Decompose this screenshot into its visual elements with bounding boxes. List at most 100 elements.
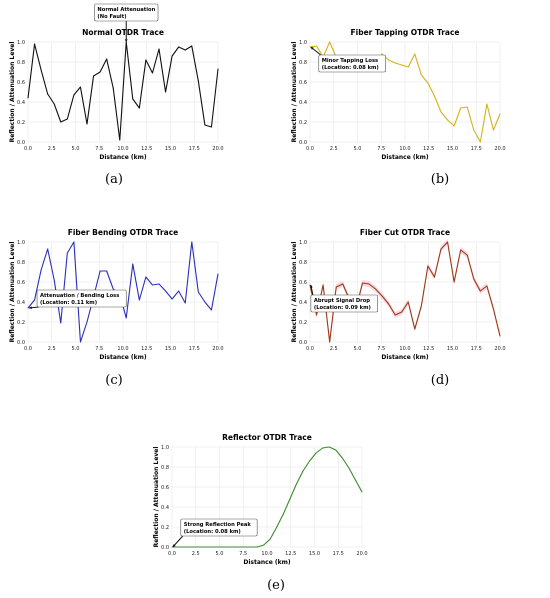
data-point xyxy=(329,41,331,43)
x-tick-label: 12.5 xyxy=(141,146,152,152)
data-point xyxy=(34,299,36,301)
data-point xyxy=(420,305,422,307)
data-point xyxy=(73,94,75,96)
x-tick-label: 17.5 xyxy=(471,346,482,352)
data-point xyxy=(152,284,153,286)
series-line xyxy=(27,41,219,141)
y-tick-label: 1.0 xyxy=(299,40,307,46)
data-point xyxy=(60,322,62,324)
data-point xyxy=(34,43,36,45)
data-point xyxy=(204,124,206,126)
annotation-text: Normal Attenuation xyxy=(97,7,155,13)
x-tick-label: 0.0 xyxy=(306,146,314,152)
data-point xyxy=(486,285,488,287)
x-axis-label: Distance (km) xyxy=(381,354,428,361)
data-point xyxy=(316,45,318,47)
data-point xyxy=(282,513,284,515)
data-point xyxy=(165,290,167,292)
y-tick-label: 0.0 xyxy=(17,340,25,346)
y-axis-label: Reflection / Attenuation Level xyxy=(153,447,160,548)
data-point xyxy=(66,118,68,120)
x-axis-label: Distance (km) xyxy=(381,154,428,161)
y-tick-label: 1.0 xyxy=(299,240,307,246)
annotation-text: (No Fault) xyxy=(97,14,126,20)
data-point xyxy=(375,288,376,290)
annotation-box xyxy=(310,294,378,313)
x-tick-label: 15.0 xyxy=(447,346,458,352)
x-tick-label: 12.5 xyxy=(423,346,434,352)
y-tick-label: 0.4 xyxy=(17,100,25,106)
annotation-arrowhead xyxy=(124,39,128,42)
data-point xyxy=(40,69,42,71)
data-point xyxy=(388,59,390,61)
data-point xyxy=(27,307,29,309)
data-point xyxy=(66,252,68,254)
data-point xyxy=(440,111,442,113)
data-point xyxy=(322,284,324,286)
data-point xyxy=(460,249,462,251)
data-point xyxy=(178,290,180,292)
data-point xyxy=(263,544,265,546)
annotation-arrowhead xyxy=(29,306,32,310)
data-point xyxy=(165,91,167,93)
annotation-arrowhead xyxy=(310,47,314,50)
data-point xyxy=(447,241,449,243)
data-point xyxy=(388,303,390,305)
data-point xyxy=(191,45,193,47)
annotation-text: (Location: 0.08 km) xyxy=(184,529,241,535)
annotation-text: (Location: 0.09 km) xyxy=(314,305,371,311)
data-point xyxy=(119,139,121,141)
data-point xyxy=(99,270,101,272)
series-line xyxy=(172,446,363,548)
y-axis-label: Reflection / Attenuation Level xyxy=(291,242,298,343)
y-tick-label: 1.0 xyxy=(17,40,25,46)
data-point xyxy=(53,279,55,281)
data-point xyxy=(47,93,49,95)
x-tick-label: 5.0 xyxy=(354,346,362,352)
annotation-text: Minor Tapping Loss xyxy=(322,58,378,64)
y-tick-label: 0.8 xyxy=(161,465,169,471)
chart-panel-a: Normal OTDR Trace 0.0 2.5 5.0 7.5 10.0 12.5 15.… xyxy=(8,0,263,170)
y-tick-label: 0.6 xyxy=(17,80,25,86)
y-tick-label: 0.8 xyxy=(299,60,307,66)
x-tick-label: 10.0 xyxy=(399,346,410,352)
data-point xyxy=(243,546,245,548)
data-point xyxy=(460,107,462,109)
x-tick-label: 2.5 xyxy=(48,346,56,352)
data-point xyxy=(414,53,416,55)
data-point xyxy=(302,470,304,472)
data-point xyxy=(27,97,29,99)
data-point xyxy=(60,121,62,123)
y-tick-label: 1.0 xyxy=(17,240,25,246)
y-tick-label: 0.0 xyxy=(299,340,307,346)
data-point xyxy=(335,286,337,288)
data-point xyxy=(447,119,449,121)
chart-panel-d: Fiber Cut OTDR Trace 0.0 2.5 5.0 7.5 10.0 12.5… xyxy=(290,200,545,370)
data-point xyxy=(184,302,186,304)
chart-fiber-cut: Fiber Cut OTDR Trace 0.0 2.5 5.0 7.5 10.0 12.5… xyxy=(291,228,506,361)
data-point xyxy=(479,290,481,292)
annotation-text: Strong Reflection Peak xyxy=(184,522,252,528)
chart-title: Reflector OTDR Trace xyxy=(222,433,312,442)
data-point xyxy=(106,270,108,272)
x-tick-label: 20.0 xyxy=(494,346,505,352)
y-tick-label: 0.8 xyxy=(17,260,25,266)
y-tick-label: 0.0 xyxy=(161,545,169,551)
data-point xyxy=(368,283,370,285)
data-point xyxy=(184,49,186,51)
data-point xyxy=(269,538,271,540)
x-tick-label: 7.5 xyxy=(95,346,103,352)
data-point xyxy=(230,546,232,548)
data-point xyxy=(354,479,356,481)
data-point xyxy=(309,460,311,462)
data-point xyxy=(466,254,468,256)
y-tick-label: 0.2 xyxy=(17,120,25,126)
chart-panel-c: Fiber Bending OTDR Trace 0.0 2.5 5.0 7.5 10.0… xyxy=(8,200,263,370)
x-tick-label: 20.0 xyxy=(494,146,505,152)
data-point xyxy=(479,141,481,143)
data-point xyxy=(381,53,383,55)
chart-reflector: Reflector OTDR Trace 0.0 2.5 5.0 7.5 10.0 12.5… xyxy=(153,433,368,566)
x-tick-label: 2.5 xyxy=(48,146,56,152)
data-point xyxy=(440,248,442,250)
chart-panel-b: Fiber Tapping OTDR Trace 0.0 2.5 5.0 7.5 10.0… xyxy=(290,0,545,170)
